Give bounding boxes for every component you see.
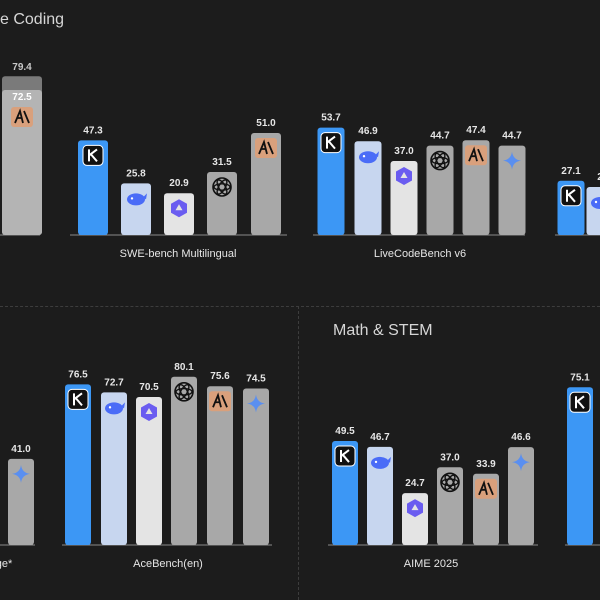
section-divider-vertical: [298, 306, 299, 600]
chart-2-bar-3: [426, 145, 454, 235]
chart-label-acebench: AceBench(en): [133, 558, 203, 570]
section-divider-horizontal: [0, 306, 600, 307]
chart-7-bar-0: [567, 387, 593, 545]
qwen-icon: [171, 199, 187, 218]
chart-5-value-label-0: 76.5: [68, 369, 88, 380]
chart-5-value-label-4: 75.6: [210, 371, 230, 382]
chart-1-value-label-0: 47.3: [83, 125, 103, 136]
chart-label-livecodebench: LiveCodeBench v6: [373, 248, 467, 260]
chart-7-value-label-0: 75.1: [570, 372, 590, 383]
deepseek-icon: [359, 151, 379, 164]
kimi-icon: [82, 144, 104, 166]
kimi-icon: [560, 185, 582, 207]
chart-2-value-label-5: 44.7: [502, 131, 522, 142]
chart-2-bar-1: [354, 141, 382, 235]
kimi-icon: [320, 132, 342, 154]
deepseek-icon: [105, 402, 125, 415]
kimi-icon: [569, 391, 591, 413]
chart-6-bar-0: [332, 441, 358, 545]
qwen-icon: [407, 499, 423, 518]
gemini-icon: [12, 464, 30, 483]
anthropic-icon: [465, 145, 487, 166]
chart-6-value-label-0: 49.5: [335, 426, 355, 437]
qwen-icon: [141, 402, 157, 421]
chart-5-bar-0: [65, 384, 91, 545]
chart-0-bar-1: [2, 90, 42, 235]
chart-5-bar-2: [136, 396, 162, 545]
chart-5-value-label-3: 80.1: [174, 362, 194, 373]
chart-5-bar-5: [243, 388, 269, 545]
chart-5-value-label-5: 74.5: [246, 374, 266, 385]
anthropic-icon: [11, 107, 33, 127]
chart-label-partial-left: ge*: [0, 558, 13, 570]
openai-icon: [440, 472, 460, 493]
chart-3-value-label-0: 27.1: [561, 166, 581, 177]
chart-2-value-label-2: 37.0: [394, 146, 414, 157]
chart-3-bar-1: [586, 187, 600, 235]
chart-2-value-label-3: 44.7: [430, 131, 450, 142]
chart-label-aime-2025: AIME 2025: [403, 558, 459, 570]
qwen-icon: [396, 167, 412, 185]
kimi-icon: [67, 388, 89, 410]
openai-icon: [212, 177, 232, 197]
chart-6-value-label-4: 33.9: [476, 459, 496, 470]
chart-2-value-label-1: 46.9: [358, 126, 378, 137]
gemini-icon: [503, 151, 521, 170]
chart-4-bar-0: [8, 458, 34, 545]
chart-2-bar-0: [317, 127, 345, 235]
openai-icon: [174, 381, 194, 402]
math-section-title: Math & STEM: [333, 322, 433, 339]
deepseek-icon: [591, 197, 600, 209]
chart-0-value-label-0: 79.4: [12, 62, 32, 73]
chart-6-value-label-1: 46.7: [370, 432, 390, 443]
chart-2-bar-5: [498, 145, 526, 235]
chart-1-value-label-4: 51.0: [256, 118, 276, 129]
kimi-icon: [334, 445, 356, 467]
chart-1-value-label-3: 31.5: [212, 157, 232, 168]
gemini-icon: [512, 453, 530, 472]
deepseek-icon: [127, 193, 147, 206]
chart-5-value-label-2: 70.5: [139, 382, 159, 393]
chart-6-value-label-2: 24.7: [405, 478, 425, 489]
gemini-icon: [247, 394, 265, 413]
anthropic-icon: [209, 391, 231, 412]
chart-1-bar-4: [251, 133, 281, 235]
anthropic-icon: [475, 478, 497, 499]
chart-3-value-label-1: 2: [597, 172, 600, 183]
chart-6-bar-3: [437, 467, 463, 545]
chart-5-bar-4: [207, 386, 233, 545]
chart-6-bar-1: [367, 446, 393, 545]
deepseek-icon: [371, 456, 391, 469]
chart-1-value-label-1: 25.8: [126, 168, 146, 179]
openai-icon: [430, 150, 450, 171]
chart-6-bar-5: [508, 447, 534, 545]
chart-label-swe-bench: SWE-bench Multilingual: [119, 248, 237, 260]
chart-6-value-label-5: 46.6: [511, 432, 531, 443]
coding-section-title: e Coding: [0, 11, 65, 28]
chart-4-value-label-0: 41.0: [11, 444, 31, 455]
chart-1-bar-1: [121, 183, 151, 235]
chart-1-value-label-2: 20.9: [169, 178, 189, 189]
chart-5-value-label-1: 72.7: [104, 377, 124, 388]
anthropic-icon: [255, 138, 277, 158]
chart-6-value-label-3: 37.0: [440, 452, 460, 463]
chart-5-bar-1: [101, 392, 127, 545]
chart-2-value-label-0: 53.7: [321, 113, 341, 124]
chart-0-value-label-1: 72.5: [12, 92, 32, 103]
chart-5-bar-3: [171, 376, 197, 545]
chart-2-value-label-4: 47.4: [466, 125, 486, 136]
